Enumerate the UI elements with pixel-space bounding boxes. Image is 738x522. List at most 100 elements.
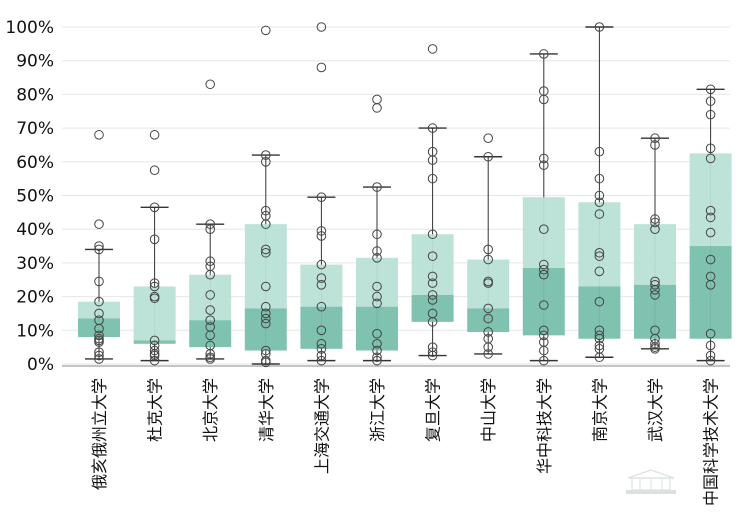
data-point — [539, 153, 549, 164]
data-point — [650, 224, 660, 234]
data-point — [594, 333, 605, 344]
data-point — [427, 278, 438, 288]
box-upper — [133, 286, 176, 341]
box-upper — [411, 234, 454, 295]
box-upper — [522, 197, 565, 268]
data-point — [94, 308, 104, 319]
data-point — [483, 327, 494, 337]
box-lower — [356, 306, 398, 351]
data-point — [149, 293, 160, 304]
data-point — [372, 103, 382, 113]
x-category-label: 杜克大学 — [146, 378, 165, 442]
data-point — [372, 355, 382, 366]
data-point — [316, 280, 327, 290]
x-category-label: 浙江大学 — [368, 378, 387, 442]
data-point — [539, 325, 549, 336]
data-point — [261, 281, 271, 292]
data-point — [705, 340, 716, 351]
data-point — [594, 190, 605, 201]
data-point — [372, 298, 382, 309]
data-point — [94, 354, 104, 364]
data-point — [261, 318, 271, 329]
data-point — [372, 291, 382, 302]
data-point — [372, 253, 382, 263]
data-point — [372, 182, 382, 192]
data-point — [94, 219, 104, 229]
data-point — [149, 130, 160, 140]
data-point — [261, 205, 271, 216]
data-point — [427, 350, 438, 361]
box-upper — [467, 259, 510, 309]
data-point — [372, 328, 382, 339]
box-lower — [522, 267, 565, 336]
data-point — [650, 280, 660, 290]
box-lower — [578, 286, 621, 339]
data-point — [149, 345, 160, 356]
data-point — [539, 94, 549, 105]
data-point — [539, 264, 549, 275]
data-point — [539, 259, 549, 270]
data-point — [483, 133, 494, 144]
y-tick-label: 60% — [16, 153, 54, 173]
data-point — [594, 209, 605, 219]
data-point — [427, 44, 438, 54]
data-point — [427, 290, 438, 300]
y-tick-label: 80% — [16, 85, 54, 105]
data-point — [539, 345, 549, 356]
data-point — [261, 345, 271, 356]
x-category-label: 复旦大学 — [424, 378, 443, 442]
data-point — [539, 160, 549, 170]
data-point — [427, 317, 438, 327]
data-point — [316, 273, 327, 283]
data-point — [149, 234, 160, 245]
data-point — [594, 197, 605, 208]
data-point — [261, 313, 271, 324]
box-group — [78, 248, 120, 360]
x-category-label: 武汉大学 — [646, 378, 665, 442]
data-point — [705, 212, 716, 223]
data-point — [705, 328, 716, 339]
box-lower — [244, 308, 287, 351]
data-point — [650, 290, 660, 300]
data-point — [316, 325, 327, 336]
data-point — [594, 352, 605, 363]
data-point — [316, 192, 327, 202]
data-point — [149, 350, 160, 361]
data-point — [539, 269, 549, 280]
data-point — [205, 219, 215, 229]
data-point — [94, 244, 104, 255]
data-point — [316, 22, 327, 32]
data-point — [650, 344, 660, 354]
y-tick-label: 40% — [16, 220, 54, 240]
data-point — [372, 352, 382, 363]
box-lower — [133, 340, 176, 344]
box-group — [300, 196, 343, 362]
data-point — [205, 315, 215, 325]
data-point — [650, 140, 660, 150]
data-point — [483, 342, 494, 352]
data-point — [705, 254, 716, 265]
box-lower — [634, 284, 676, 339]
data-point — [94, 296, 104, 307]
data-point — [316, 259, 327, 270]
data-point — [705, 350, 716, 361]
data-point — [705, 96, 716, 106]
data-point — [94, 347, 104, 358]
data-point — [205, 349, 215, 359]
data-point — [149, 335, 160, 346]
data-point — [539, 330, 549, 341]
data-point — [705, 143, 716, 154]
data-point — [205, 305, 215, 315]
data-point — [205, 290, 215, 300]
y-tick-label: 100% — [5, 18, 54, 38]
data-point — [205, 224, 215, 234]
data-point — [94, 323, 104, 334]
data-point — [261, 247, 271, 258]
data-point — [705, 153, 716, 164]
data-point — [149, 165, 160, 176]
y-tick-label: 10% — [16, 321, 54, 341]
data-point — [316, 301, 327, 312]
x-category-label: 上海交通大学 — [312, 378, 331, 474]
data-point — [427, 251, 438, 261]
